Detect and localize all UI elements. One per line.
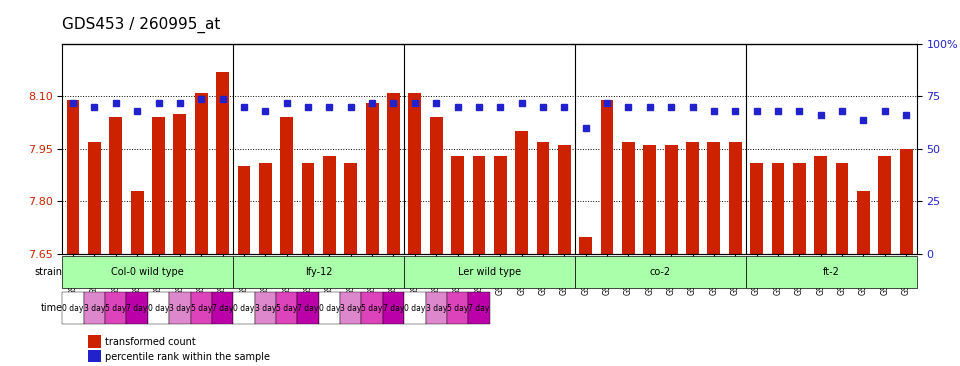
Text: 0 day: 0 day [62,304,84,313]
Bar [408,93,421,254]
Text: 3 day: 3 day [254,304,276,313]
Bar [345,163,357,254]
Bar [664,145,678,254]
FancyBboxPatch shape [212,292,233,324]
Text: 7 day: 7 day [468,304,490,313]
FancyBboxPatch shape [169,292,190,324]
Text: 0 day: 0 day [319,304,340,313]
FancyBboxPatch shape [340,292,362,324]
Bar [66,100,80,254]
FancyBboxPatch shape [62,256,233,288]
Bar [237,167,251,254]
Text: Col-0 wild type: Col-0 wild type [111,267,184,277]
FancyBboxPatch shape [62,292,84,324]
FancyBboxPatch shape [425,292,446,324]
Bar [301,163,315,254]
Text: 7 day: 7 day [298,304,319,313]
Bar [814,156,828,254]
Bar [579,236,592,254]
FancyBboxPatch shape [233,256,404,288]
Bar [622,142,635,254]
Text: 3 day: 3 day [425,304,447,313]
FancyBboxPatch shape [446,292,468,324]
FancyBboxPatch shape [276,292,298,324]
FancyBboxPatch shape [575,256,746,288]
Text: 5 day: 5 day [276,304,298,313]
FancyBboxPatch shape [148,292,169,324]
FancyBboxPatch shape [319,292,340,324]
Text: 5 day: 5 day [105,304,127,313]
Text: 3 day: 3 day [169,304,191,313]
Bar [835,163,849,254]
Bar [88,142,101,254]
FancyBboxPatch shape [298,292,319,324]
FancyBboxPatch shape [468,292,490,324]
Text: 5 day: 5 day [361,304,383,313]
Text: time: time [40,303,62,313]
Text: 7 day: 7 day [127,304,148,313]
Text: ft-2: ft-2 [823,267,840,277]
Text: 0 day: 0 day [404,304,425,313]
FancyBboxPatch shape [383,292,404,324]
Text: 5 day: 5 day [446,304,468,313]
Bar [686,142,699,254]
Text: Ler wild type: Ler wild type [458,267,521,277]
Text: 7 day: 7 day [383,304,404,313]
Bar [366,104,378,254]
Bar [793,163,805,254]
Text: 3 day: 3 day [84,304,106,313]
Bar [174,114,186,254]
FancyBboxPatch shape [84,292,106,324]
Bar [772,163,784,254]
Bar [195,93,207,254]
Text: percentile rank within the sample: percentile rank within the sample [106,352,270,362]
Bar [601,100,613,254]
Bar [493,156,507,254]
Text: 3 day: 3 day [340,304,362,313]
Bar [750,163,763,254]
Bar [109,117,122,254]
FancyBboxPatch shape [190,292,212,324]
Bar [451,156,464,254]
Text: transformed count: transformed count [106,337,196,347]
FancyBboxPatch shape [746,256,917,288]
Bar [430,117,443,254]
Bar [708,142,720,254]
Bar [216,72,229,254]
Bar [88,350,101,362]
Bar [387,93,400,254]
Bar [537,142,549,254]
Text: 0 day: 0 day [148,304,169,313]
Text: GDS453 / 260995_at: GDS453 / 260995_at [62,17,221,33]
Text: 5 day: 5 day [190,304,212,313]
Bar [152,117,165,254]
FancyBboxPatch shape [106,292,127,324]
Bar [323,156,336,254]
FancyBboxPatch shape [127,292,148,324]
Text: 0 day: 0 day [233,304,254,313]
Text: strain: strain [35,267,62,277]
FancyBboxPatch shape [233,292,254,324]
Text: co-2: co-2 [650,267,671,277]
Bar [280,117,293,254]
Bar [900,149,913,254]
FancyBboxPatch shape [254,292,276,324]
Text: 7 day: 7 day [212,304,233,313]
FancyBboxPatch shape [404,292,425,324]
Bar [558,145,571,254]
FancyBboxPatch shape [362,292,383,324]
Bar [729,142,742,254]
Bar [516,131,528,254]
Text: lfy-12: lfy-12 [305,267,332,277]
Bar [131,191,144,254]
Bar [643,145,657,254]
Bar [472,156,486,254]
Bar [259,163,272,254]
Bar [857,191,870,254]
FancyBboxPatch shape [404,256,575,288]
Bar [878,156,891,254]
Bar [88,335,101,348]
